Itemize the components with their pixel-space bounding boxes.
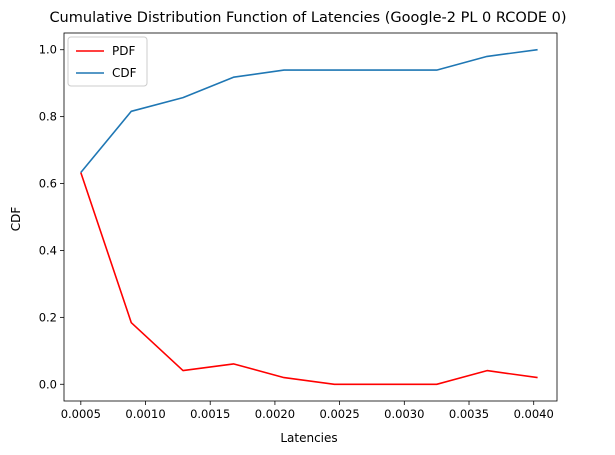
legend-label-cdf: CDF bbox=[112, 66, 137, 80]
x-tick-label: 0.0035 bbox=[449, 407, 489, 421]
series-line-pdf bbox=[80, 172, 538, 386]
series-lines bbox=[80, 48, 538, 386]
legend-label-pdf: PDF bbox=[112, 44, 135, 58]
x-tick-label: 0.0015 bbox=[190, 407, 230, 421]
series-line-cdf bbox=[80, 48, 538, 174]
plot-area bbox=[63, 32, 558, 402]
y-tick-label: 0.4 bbox=[39, 243, 57, 257]
x-tick-label: 0.0010 bbox=[125, 407, 165, 421]
y-tick-label: 0.2 bbox=[39, 310, 57, 324]
x-axis-ticks: 0.0005 0.0010 0.0015 0.0020 0.0025 0.0030 0.00… bbox=[61, 401, 554, 421]
y-tick-label: 0.6 bbox=[39, 177, 57, 191]
x-tick-label: 0.0025 bbox=[319, 407, 359, 421]
x-axis-label: Latencies bbox=[280, 431, 337, 445]
chart-title: Cumulative Distribution Function of Late… bbox=[49, 10, 566, 26]
y-axis-label: CDF bbox=[9, 207, 23, 232]
x-tick-label: 0.0020 bbox=[255, 407, 295, 421]
x-tick-label: 0.0005 bbox=[61, 407, 101, 421]
x-tick-label: 0.0040 bbox=[514, 407, 554, 421]
y-axis-ticks: 0.0 0.2 0.4 0.6 0.8 1.0 bbox=[39, 43, 64, 391]
legend: PDF CDF bbox=[67, 36, 148, 87]
plot-frame bbox=[63, 32, 558, 402]
y-tick-label: 0.0 bbox=[39, 377, 57, 391]
y-tick-label: 1.0 bbox=[39, 43, 57, 57]
y-tick-label: 0.8 bbox=[39, 110, 57, 124]
x-tick-label: 0.0030 bbox=[384, 407, 424, 421]
